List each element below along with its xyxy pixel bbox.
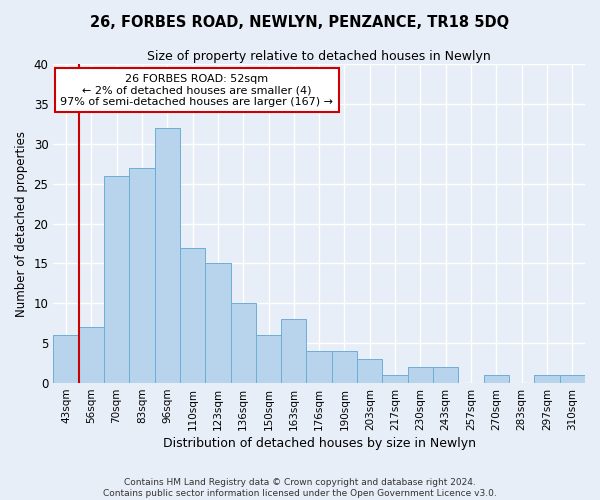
Bar xyxy=(332,351,357,383)
Bar xyxy=(408,367,433,383)
Bar xyxy=(484,375,509,383)
Bar xyxy=(433,367,458,383)
Title: Size of property relative to detached houses in Newlyn: Size of property relative to detached ho… xyxy=(147,50,491,63)
Text: Contains HM Land Registry data © Crown copyright and database right 2024.
Contai: Contains HM Land Registry data © Crown c… xyxy=(103,478,497,498)
Bar xyxy=(53,335,79,383)
Text: 26, FORBES ROAD, NEWLYN, PENZANCE, TR18 5DQ: 26, FORBES ROAD, NEWLYN, PENZANCE, TR18 … xyxy=(91,15,509,30)
X-axis label: Distribution of detached houses by size in Newlyn: Distribution of detached houses by size … xyxy=(163,437,476,450)
Bar xyxy=(155,128,180,383)
Y-axis label: Number of detached properties: Number of detached properties xyxy=(15,130,28,316)
Bar xyxy=(307,351,332,383)
Bar xyxy=(560,375,585,383)
Bar xyxy=(104,176,129,383)
Bar xyxy=(535,375,560,383)
Text: 26 FORBES ROAD: 52sqm
← 2% of detached houses are smaller (4)
97% of semi-detach: 26 FORBES ROAD: 52sqm ← 2% of detached h… xyxy=(61,74,334,107)
Bar xyxy=(382,375,408,383)
Bar xyxy=(180,248,205,383)
Bar xyxy=(205,264,230,383)
Bar xyxy=(357,359,382,383)
Bar xyxy=(129,168,155,383)
Bar xyxy=(281,320,307,383)
Bar xyxy=(256,335,281,383)
Bar xyxy=(230,304,256,383)
Bar xyxy=(79,328,104,383)
